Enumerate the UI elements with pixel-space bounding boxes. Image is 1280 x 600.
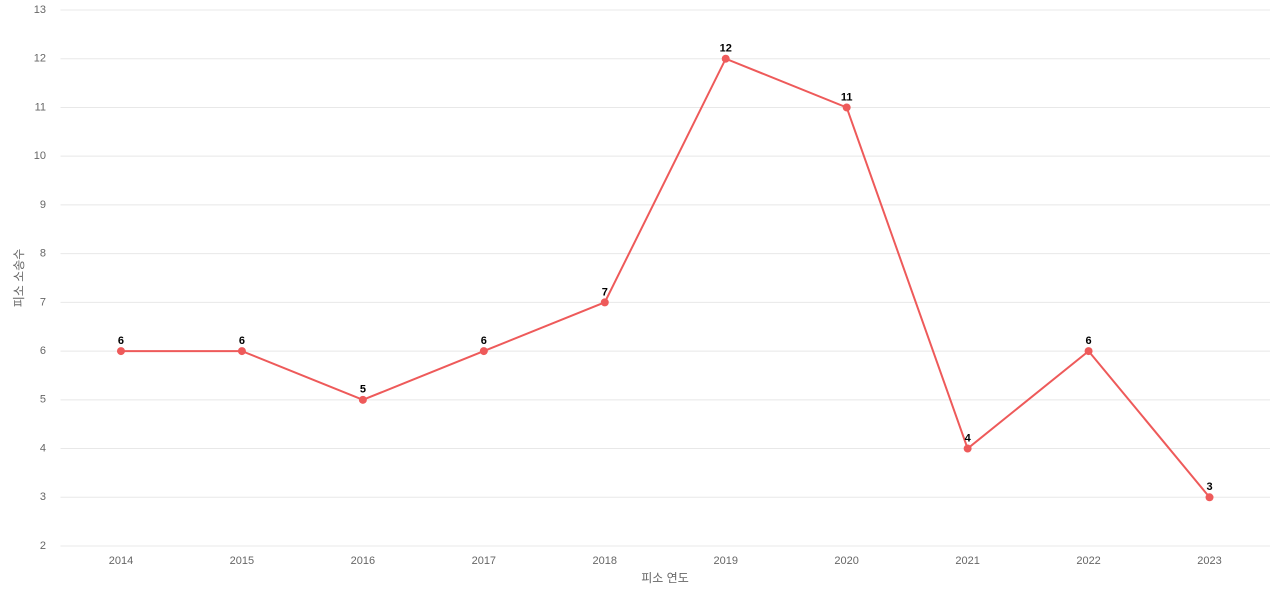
point	[479, 347, 488, 356]
point	[237, 347, 246, 356]
y-tick-label: 7	[40, 296, 46, 308]
x-axis-label: 피소 연도	[641, 571, 689, 585]
x-tick-label: 2016	[351, 555, 375, 567]
y-tick-label: 5	[40, 394, 46, 406]
data-label: 4	[965, 432, 972, 444]
y-tick-label: 13	[34, 4, 46, 16]
y-tick-label: 8	[40, 248, 46, 260]
data-label: 3	[1206, 481, 1212, 493]
y-tick-label: 2	[40, 540, 46, 552]
point	[963, 444, 972, 453]
data-label: 7	[602, 286, 608, 298]
x-tick-label: 2018	[593, 555, 617, 567]
data-label: 6	[481, 335, 487, 347]
point	[600, 298, 609, 307]
point	[358, 395, 367, 404]
x-tick-label: 2017	[472, 555, 496, 567]
y-tick-label: 3	[40, 491, 46, 503]
y-axis-label: 피소 소송수	[12, 249, 26, 308]
x-tick-label: 2022	[1076, 555, 1100, 567]
data-label: 12	[720, 43, 732, 55]
data-label: 6	[239, 335, 245, 347]
y-tick-label: 4	[40, 442, 46, 454]
y-tick-label: 11	[35, 101, 46, 113]
x-tick-label: 2015	[230, 555, 254, 567]
point	[842, 103, 851, 112]
point	[721, 54, 730, 63]
data-label: 5	[360, 384, 366, 396]
y-tick-label: 10	[34, 150, 46, 162]
line	[120, 57, 1211, 498]
point	[1205, 493, 1214, 502]
y-tick-label: 6	[40, 345, 46, 357]
y-tick-label: 12	[34, 53, 46, 65]
data-label: 6	[118, 335, 124, 347]
point	[1084, 347, 1093, 356]
x-tick-label: 2019	[713, 555, 737, 567]
y-tick-label: 9	[40, 199, 46, 211]
x-tick-label: 2020	[834, 555, 858, 567]
x-tick-label: 2023	[1197, 555, 1221, 567]
x-tick-label: 2014	[109, 555, 133, 567]
data-label: 11	[841, 91, 853, 103]
x-tick-label: 2021	[955, 555, 979, 567]
data-label: 6	[1086, 335, 1092, 347]
point	[116, 347, 125, 356]
